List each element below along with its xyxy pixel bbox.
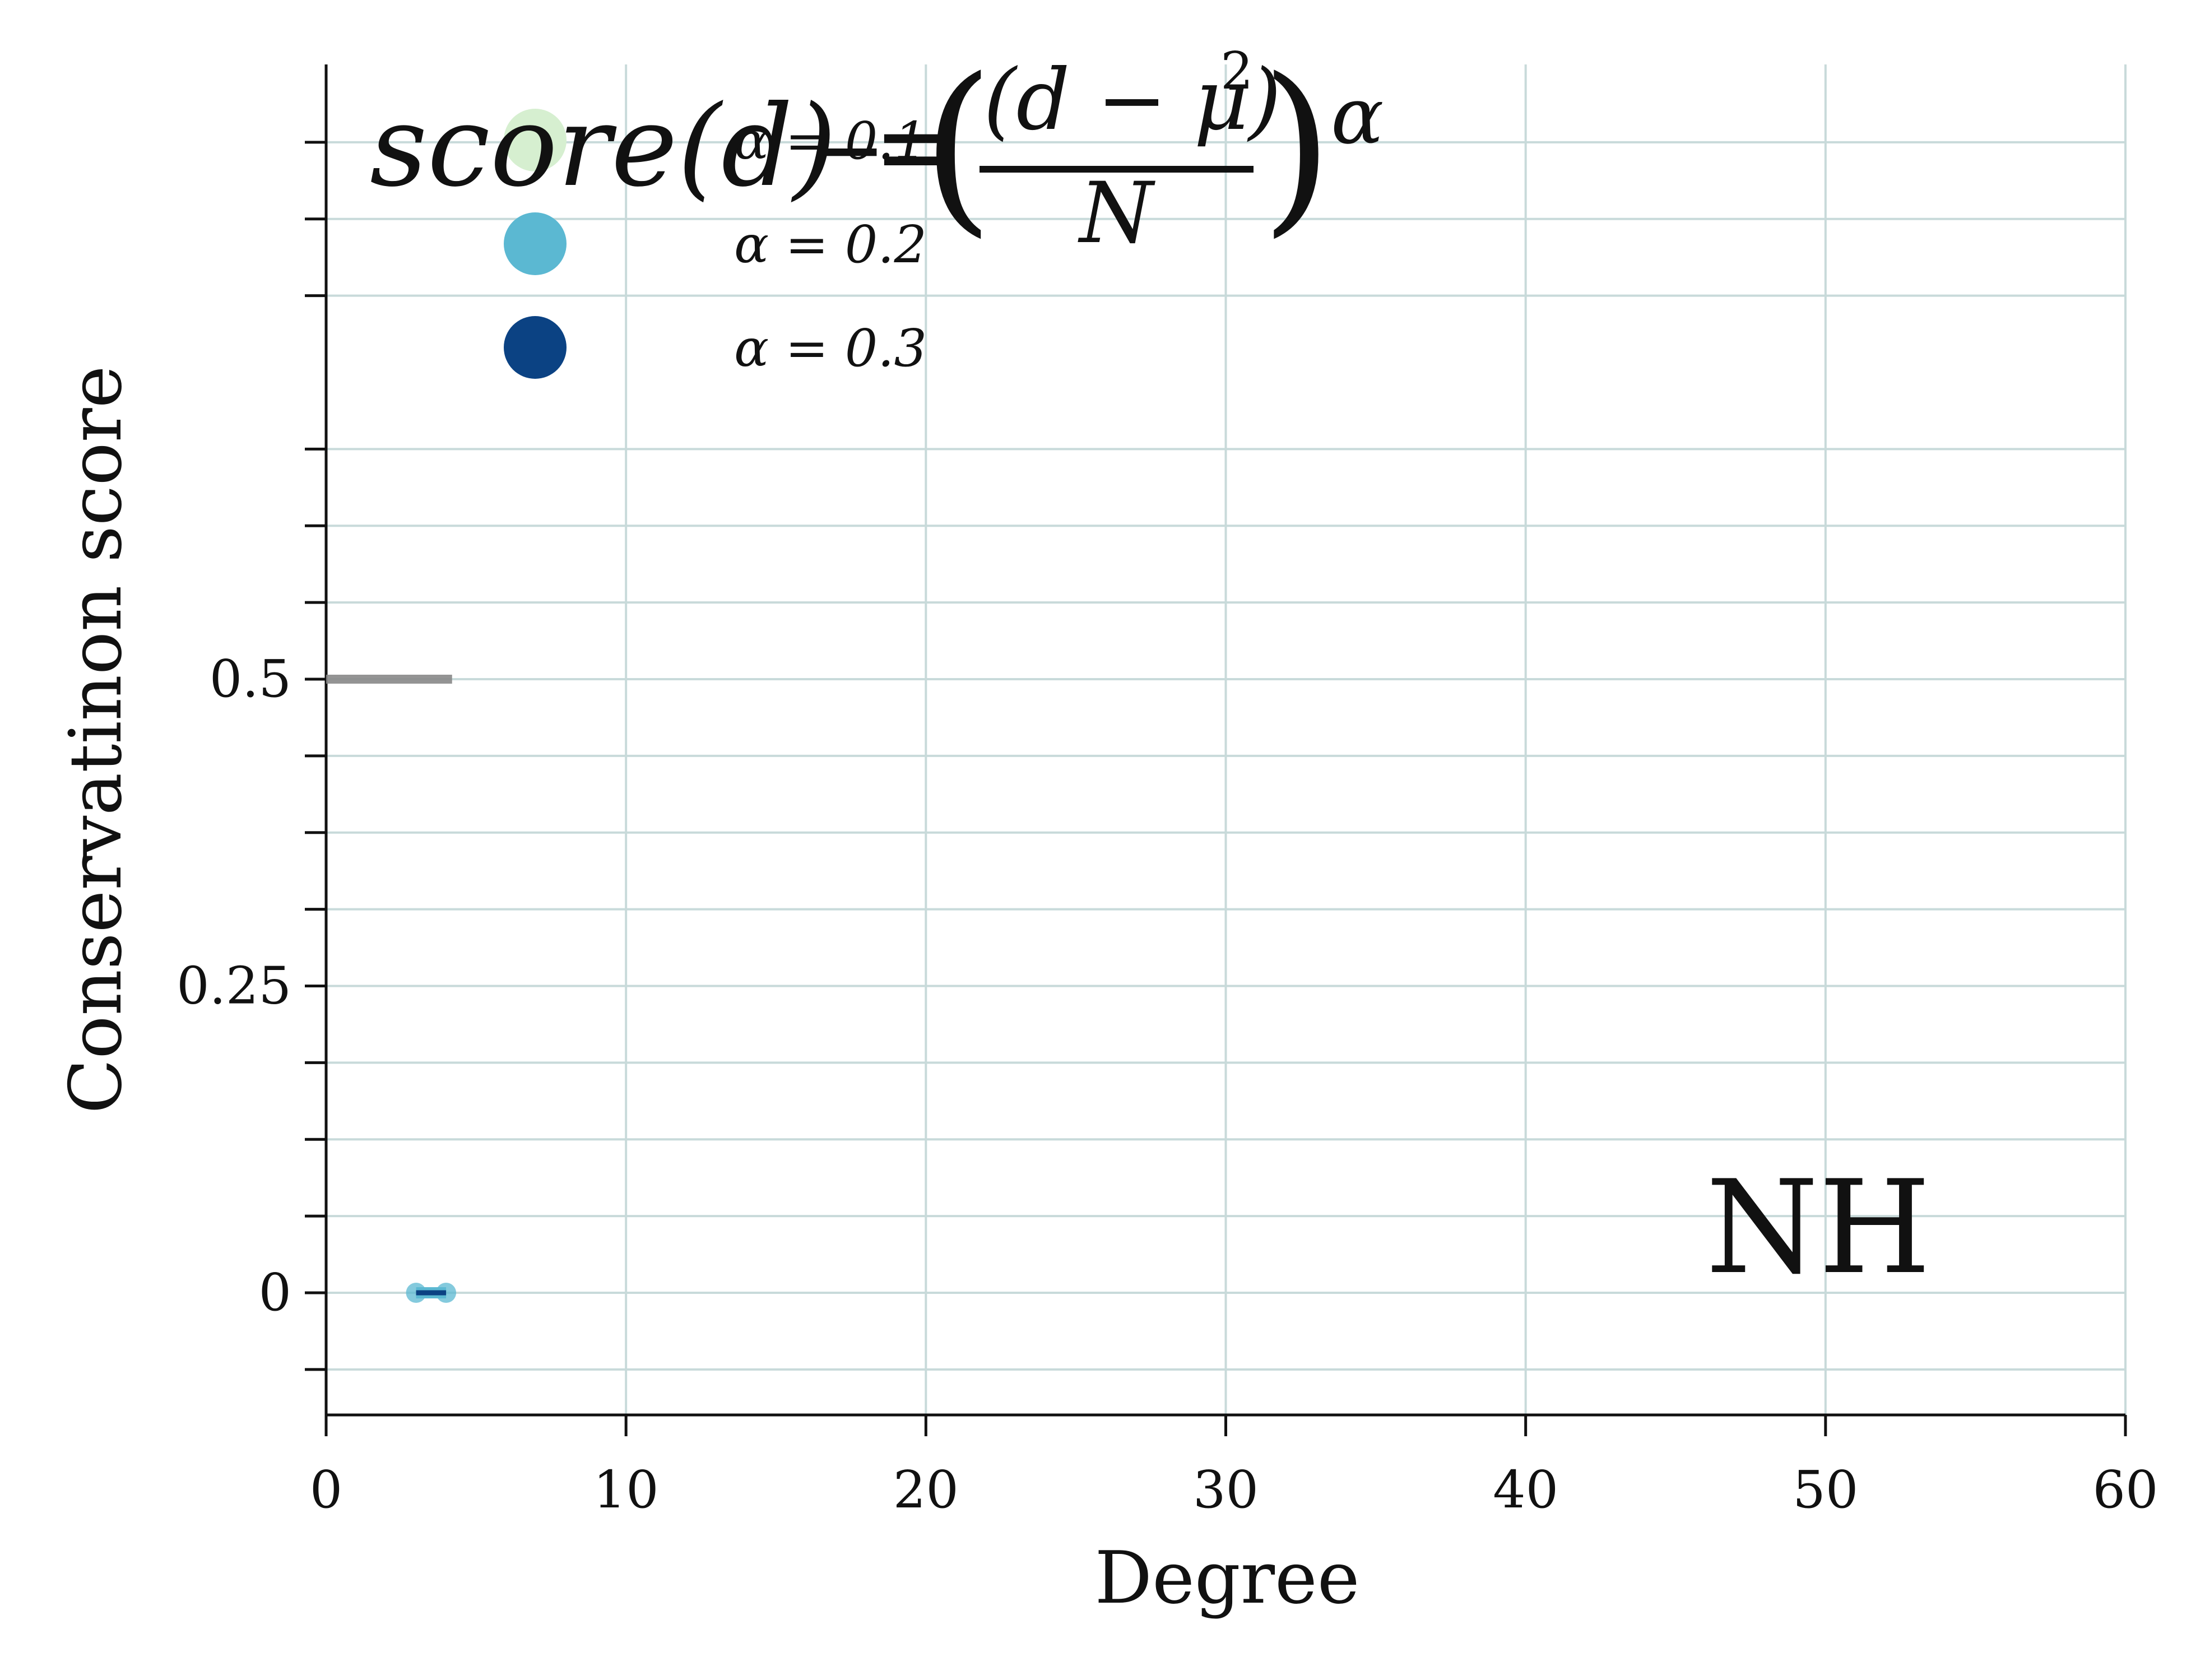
formula-lhs: score(d) = [370, 81, 966, 212]
axes: 0 10 20 30 40 50 60 0 0.25 0.5 [177, 64, 2158, 1520]
legend-label: α = 0.1 [734, 111, 927, 171]
x-tick-label: 60 [2092, 1460, 2158, 1520]
x-tick-label: 0 [310, 1460, 343, 1520]
x-axis-label: Degree [1095, 1537, 1360, 1620]
formula-numerator: (d − μ) [983, 52, 1282, 149]
x-tick-label: 30 [1193, 1460, 1259, 1520]
x-tick-label: 10 [593, 1460, 659, 1520]
formula: score(d) = − ( (d − μ) 2 N ) α [370, 39, 1384, 262]
formula-close-paren: ) [1261, 39, 1333, 254]
formula-exponent: 2 [1220, 41, 1254, 101]
legend-marker [504, 212, 567, 275]
y-axis-label: Conservatinon score [54, 365, 138, 1113]
panel-label: NH [1706, 1153, 1931, 1303]
legend-label: α = 0.3 [734, 318, 927, 378]
y-tick-label: 0.5 [210, 649, 291, 709]
legend-marker [504, 316, 567, 379]
formula-denominator: N [1078, 165, 1155, 262]
x-tick-label: 50 [1793, 1460, 1858, 1520]
y-tick-label: 0.25 [177, 956, 291, 1016]
x-tick-label: 20 [893, 1460, 959, 1520]
x-tick-label: 40 [1493, 1460, 1558, 1520]
legend: α = 0.1 α = 0.2 α = 0.3 [504, 109, 927, 379]
y-tick-label: 0 [258, 1263, 291, 1322]
axis-titles: Degree Conservatinon score [54, 365, 1360, 1620]
grid [326, 64, 2127, 1415]
legend-marker [504, 109, 567, 171]
formula-open-paren: ( [922, 39, 994, 254]
legend-label: α = 0.2 [734, 215, 927, 275]
formula-suffix: α [1331, 71, 1384, 162]
formula-minus: − [807, 94, 886, 205]
data-marks [326, 675, 457, 1303]
